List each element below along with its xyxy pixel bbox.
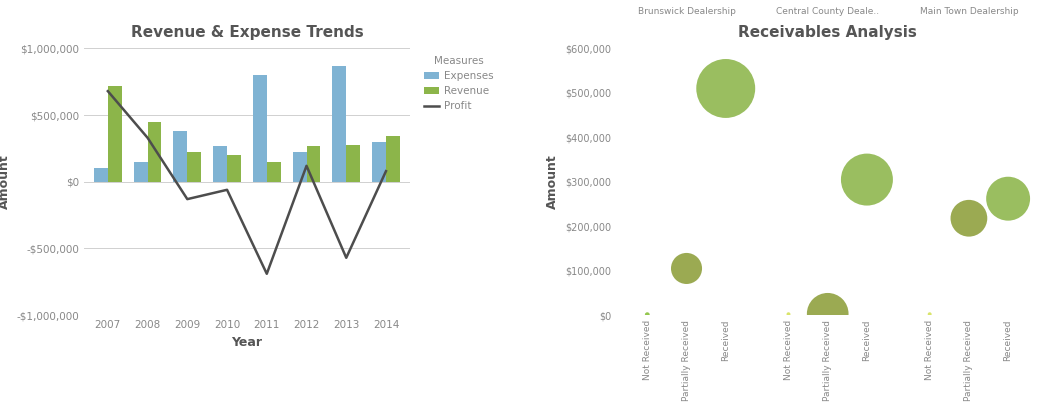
Y-axis label: Amount: Amount: [0, 154, 10, 209]
Point: [678, 265, 695, 271]
Text: Brunswick Dealership: Brunswick Dealership: [637, 8, 735, 17]
X-axis label: Year: Year: [231, 336, 262, 349]
Profit: [300, 163, 313, 168]
Title: Revenue & Expense Trends: Revenue & Expense Trends: [130, 25, 363, 40]
Profit: [260, 271, 273, 276]
Profit: [142, 135, 154, 140]
Bar: [333, 66, 347, 182]
Bar: [93, 168, 108, 182]
Bar: [213, 146, 227, 182]
Bar: [253, 75, 267, 182]
Bar: [133, 162, 148, 182]
Point: [717, 85, 734, 92]
Profit: [340, 255, 353, 260]
Point: [921, 311, 938, 318]
Bar: [227, 155, 240, 182]
Bar: [307, 146, 320, 182]
Bar: [108, 86, 122, 182]
Point: [780, 311, 797, 318]
Bar: [173, 131, 187, 182]
Point: [638, 311, 655, 318]
Bar: [148, 122, 162, 182]
Point: [961, 215, 978, 221]
Bar: [293, 152, 307, 182]
Point: [638, 311, 655, 318]
Title: Receivables Analysis: Receivables Analysis: [738, 25, 917, 40]
Bar: [187, 152, 202, 182]
Y-axis label: Amount: Amount: [546, 154, 560, 209]
Bar: [267, 162, 280, 182]
Profit: [102, 89, 114, 94]
Point: [1000, 196, 1016, 202]
Legend: Expenses, Revenue, Profit: Expenses, Revenue, Profit: [421, 54, 497, 114]
Profit: [220, 187, 233, 192]
Profit: [181, 197, 193, 202]
Line: Profit: Profit: [108, 91, 386, 274]
Point: [859, 176, 876, 183]
Text: Central County Deale..: Central County Deale..: [776, 8, 879, 17]
Profit: [380, 169, 393, 174]
Bar: [346, 145, 360, 182]
Bar: [372, 142, 386, 182]
Text: Main Town Dealership: Main Town Dealership: [920, 8, 1018, 17]
Bar: [386, 137, 400, 182]
Point: [819, 311, 836, 317]
